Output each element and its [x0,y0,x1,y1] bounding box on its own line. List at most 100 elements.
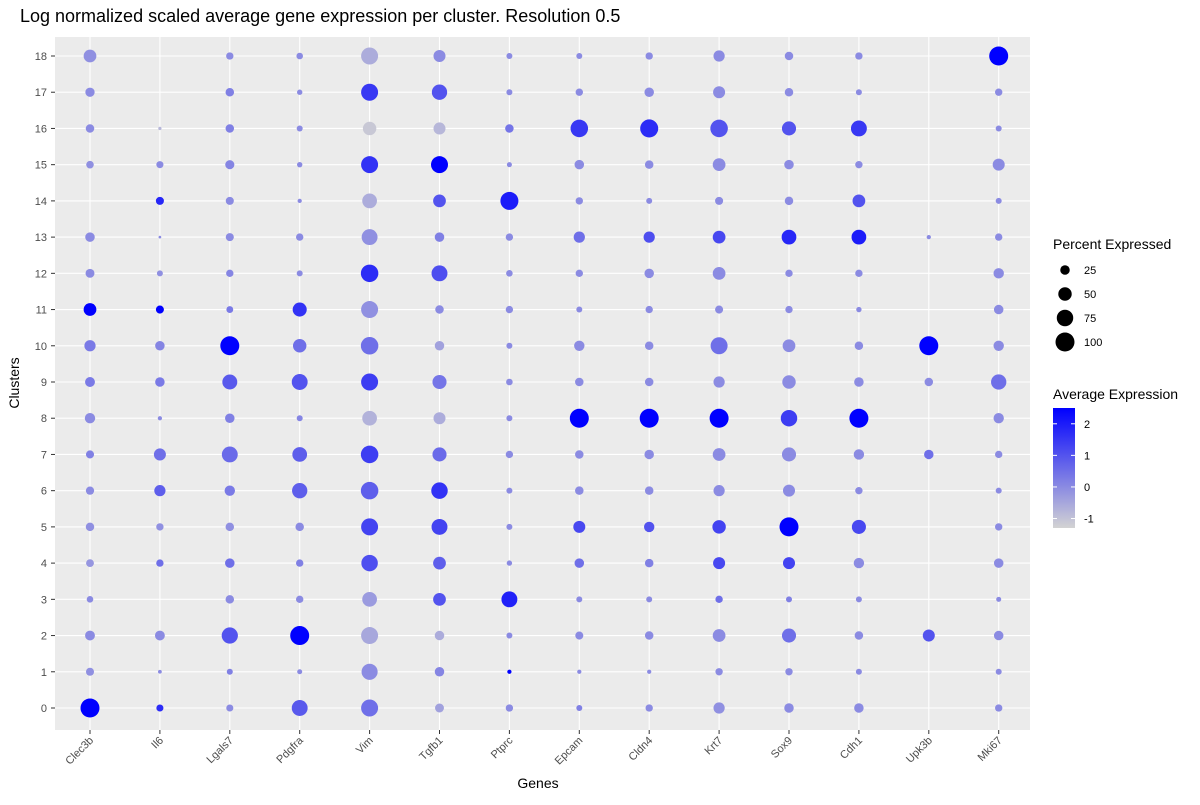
dot-Tgfb1-cluster-1 [434,667,445,677]
dot-Mki67-cluster-1 [995,668,1002,675]
dot-Cdh1-cluster-18 [855,52,863,60]
size-legend-label: 100 [1084,337,1102,349]
dot-Mki67-cluster-2 [993,630,1004,641]
dot-Krt7-cluster-7 [712,448,726,461]
size-legend-label: 50 [1084,289,1096,301]
dot-Cldn4-cluster-8 [639,408,659,428]
dot-Tgfb1-cluster-12 [431,265,448,282]
dot-Sox9-cluster-6 [782,484,796,497]
legend: Percent Expressed 25 50 75 100 Average Expr… [1053,236,1178,528]
dot-Vim-cluster-17 [361,83,379,101]
dot-Tgfb1-cluster-7 [432,447,447,462]
dot-Cldn4-cluster-3 [646,596,653,603]
dot-Cldn4-cluster-10 [644,341,654,351]
dot-Krt7-cluster-16 [710,119,728,138]
y-axis-title: Clusters [6,357,22,408]
dot-Cldn4-cluster-15 [644,160,654,169]
dot-Pdgfra-cluster-16 [296,125,303,132]
dot-Vim-cluster-11 [361,301,379,319]
y-tick-label: 9 [41,377,47,389]
dot-Il6-cluster-8 [157,416,163,421]
dot-Lgals7-cluster-4 [225,558,235,568]
dot-Krt7-cluster-13 [712,230,726,244]
dot-Vim-cluster-15 [361,156,379,174]
dot-Lgals7-cluster-1 [226,668,233,675]
dot-Pdgfra-cluster-11 [292,302,307,317]
size-legend-label: 25 [1084,265,1096,277]
x-tick-label: Mki67 [976,735,1005,764]
dot-Vim-cluster-4 [361,554,378,572]
dot-Mki67-cluster-7 [995,450,1003,459]
y-tick-label: 11 [36,305,47,317]
dot-Krt7-cluster-4 [713,557,726,570]
dot-Tgfb1-cluster-6 [431,482,448,499]
dot-Sox9-cluster-9 [782,375,796,389]
color-legend-ticks: 2 1 0 -1 [1053,419,1094,526]
dot-Lgals7-cluster-14 [225,196,234,205]
dot-Upk3b-cluster-2 [922,629,935,642]
dot-Ptprc-cluster-7 [505,450,514,459]
dot-Ptprc-cluster-8 [506,415,513,422]
y-tick-label: 13 [35,232,47,244]
dot-Cldn4-cluster-2 [644,631,654,640]
size-legend-title: Percent Expressed [1053,236,1171,252]
size-legend-label: 75 [1084,313,1096,325]
dot-Lgals7-cluster-17 [225,87,235,97]
x-tick-label: Pdgfra [274,734,306,766]
dot-Vim-cluster-7 [360,445,379,464]
x-axis-ticks: Clec3b Il6 Lgals7 Pdgfra Vim Tgfb1 Ptprc Epcam C… [63,730,1005,767]
dot-Epcam-cluster-15 [574,159,585,170]
plot-panel [55,37,1030,730]
dot-Cdh1-cluster-13 [851,229,867,245]
dot-Tgfb1-cluster-17 [431,84,448,100]
dot-Mki67-cluster-15 [992,158,1005,171]
dot-Lgals7-cluster-6 [224,485,235,496]
dot-Krt7-cluster-3 [715,595,723,604]
y-tick-label: 12 [35,268,47,280]
dot-Cldn4-cluster-6 [644,486,654,495]
dot-Vim-cluster-6 [360,481,379,500]
dot-Upk3b-cluster-9 [924,377,934,387]
data-points [80,46,1009,718]
dot-Mki67-cluster-16 [995,125,1002,132]
dot-Pdgfra-cluster-5 [295,522,304,532]
dot-Mki67-cluster-11 [993,304,1004,315]
x-tick-label: Lgals7 [205,735,236,766]
dot-Pdgfra-cluster-4 [296,559,304,567]
dot-Ptprc-cluster-1 [507,669,512,674]
dot-Sox9-cluster-4 [782,557,796,570]
dot-Pdgfra-cluster-10 [292,339,307,353]
dot-Tgfb1-cluster-16 [433,122,446,135]
dot-Vim-cluster-1 [361,663,378,680]
dot-Ptprc-cluster-11 [505,305,514,314]
dot-Cdh1-cluster-12 [855,269,863,278]
size-legend-dot [1060,265,1070,275]
dot-Cdh1-cluster-0 [854,703,864,713]
dot-Pdgfra-cluster-8 [296,415,303,422]
dot-Mki67-cluster-5 [995,523,1003,531]
dot-Krt7-cluster-18 [713,50,725,62]
dot-Sox9-cluster-11 [785,305,793,314]
dot-Epcam-cluster-2 [575,631,584,640]
x-tick-label: Cldn4 [627,735,656,764]
dot-Ptprc-cluster-17 [506,89,513,96]
y-tick-label: 14 [35,196,47,208]
dot-Il6-cluster-12 [156,270,163,277]
dot-Cldn4-cluster-4 [644,558,654,568]
dot-Krt7-cluster-14 [715,196,724,205]
dot-Epcam-cluster-4 [574,558,585,568]
dot-Ptprc-cluster-16 [505,124,514,133]
dot-Vim-cluster-0 [361,699,379,717]
dot-Epcam-cluster-9 [575,377,584,387]
dot-Cldn4-cluster-12 [644,268,654,279]
dot-Tgfb1-cluster-0 [435,703,444,713]
color-legend-label: -1 [1084,514,1094,526]
dot-Pdgfra-cluster-17 [297,89,303,95]
color-legend-bar [1053,408,1075,528]
dot-Clec3b-cluster-8 [84,413,96,424]
dot-Vim-cluster-14 [362,193,377,209]
dot-Sox9-cluster-0 [784,703,794,713]
dot-Ptprc-cluster-9 [506,378,513,386]
dot-Ptprc-cluster-13 [505,233,514,241]
dot-Sox9-cluster-5 [779,517,799,537]
